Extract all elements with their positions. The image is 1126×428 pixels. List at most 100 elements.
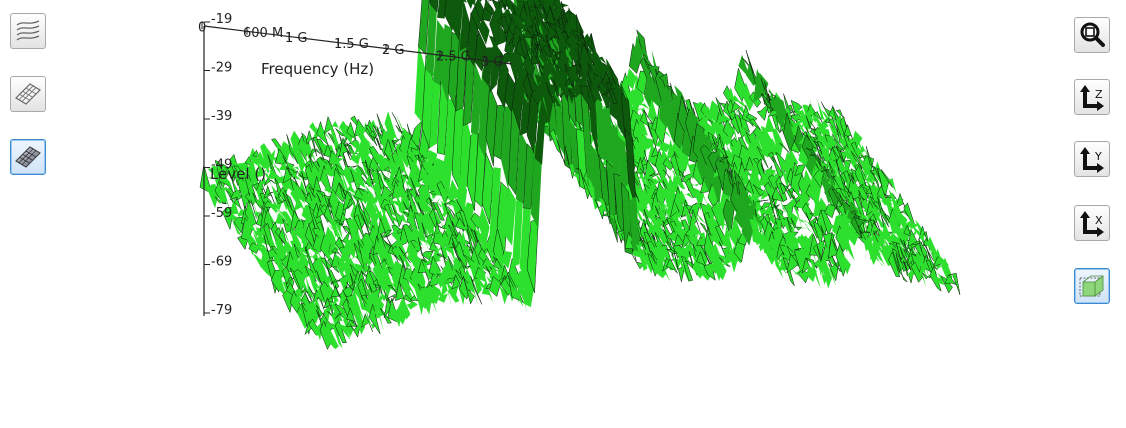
surface-facet <box>452 0 464 43</box>
surface-facet <box>451 266 464 288</box>
surface-facet <box>402 282 415 302</box>
view-y-button[interactable]: Y <box>1074 141 1110 177</box>
surface-facet <box>466 275 479 306</box>
surface-facet <box>640 133 652 150</box>
surface-facet <box>764 115 776 134</box>
surface-facet <box>677 144 690 172</box>
surface-facet <box>275 271 287 295</box>
wireframe-mode-button[interactable] <box>10 76 46 112</box>
surface-facet <box>365 175 377 202</box>
surface-facet <box>734 105 746 116</box>
x-tick-label: 600 M <box>243 26 283 41</box>
surface-facet <box>376 286 388 301</box>
surface-facet <box>467 0 476 6</box>
surface-facet <box>376 294 388 305</box>
surface-facet <box>918 260 930 281</box>
surface-facet <box>470 263 482 295</box>
surface-facet <box>647 197 659 220</box>
surface-facet <box>331 322 343 349</box>
surface-facet <box>790 198 802 229</box>
surface-facet <box>677 168 690 191</box>
surface-facet <box>651 178 663 188</box>
surface-facet <box>474 29 487 73</box>
surface-facet <box>940 275 953 294</box>
surface-facet <box>459 231 471 262</box>
surface-facet <box>331 220 343 240</box>
surface-facet <box>444 98 456 172</box>
surface-facet <box>783 250 795 277</box>
surface-facet <box>489 167 501 238</box>
surface-facet <box>331 120 343 139</box>
view-z-button[interactable]: Z <box>1074 79 1110 115</box>
surface-facet <box>557 71 569 87</box>
surface-facet <box>361 189 373 206</box>
surface-facet <box>564 85 576 104</box>
surface-facet <box>850 215 863 239</box>
x-tick-label: 0 <box>198 20 206 35</box>
view-x-button[interactable]: X <box>1074 205 1110 241</box>
surface-facet <box>794 117 806 135</box>
surface-facet <box>813 159 825 188</box>
z-tick-label: -49 <box>211 158 232 173</box>
surface-facet <box>395 192 407 211</box>
surface-facet <box>267 168 279 189</box>
surface-facet <box>591 63 603 83</box>
surface-facet <box>418 212 430 239</box>
surface-facet <box>858 214 870 224</box>
surface-facet <box>459 257 472 270</box>
surface-facet <box>546 0 558 19</box>
surface-facet <box>583 56 595 68</box>
surface-facet <box>666 231 678 243</box>
surface-facet <box>312 289 325 310</box>
z-axis-ticks: -19 -29 -39 -49 -59 -69 -79 <box>204 12 232 318</box>
surface-facet <box>880 169 893 188</box>
shaded-surface-icon <box>15 146 41 168</box>
surface-facet <box>256 160 268 178</box>
surface-facet <box>455 0 468 6</box>
surface-facet <box>350 197 362 209</box>
bounding-box-button[interactable] <box>1074 268 1110 304</box>
surface-facet <box>786 253 799 274</box>
contour-mode-button[interactable] <box>10 13 46 49</box>
surface-facet <box>338 302 351 329</box>
surface-facet <box>335 222 347 254</box>
surface-facet <box>760 205 772 233</box>
view-z-label: Z <box>1095 88 1103 101</box>
surface-facet <box>817 171 829 180</box>
surface-facet <box>324 145 336 159</box>
axis-z-view-icon: Z <box>1080 85 1104 111</box>
surface-facet <box>452 214 464 240</box>
z-tick-label: -19 <box>211 12 232 27</box>
shaded-mode-button[interactable] <box>10 139 46 175</box>
surface-facet <box>703 262 716 281</box>
surface-facet <box>342 318 354 338</box>
surface-facet <box>828 123 840 146</box>
surface-facet <box>854 217 867 228</box>
surface-facet <box>594 83 607 103</box>
zoom-button[interactable] <box>1074 17 1110 53</box>
surface-facet <box>388 133 400 143</box>
surface-facet <box>512 193 524 268</box>
surface-facet <box>655 139 667 151</box>
surface-facet <box>779 163 791 188</box>
surface-facet <box>515 283 528 314</box>
surface-facet <box>918 254 930 280</box>
surface-facet <box>719 139 731 143</box>
surface-facet <box>591 80 603 102</box>
surface-facet <box>271 138 284 151</box>
surface-facet <box>425 0 438 77</box>
surface-facet <box>542 68 554 99</box>
surface-facet <box>369 119 381 137</box>
surface-facet <box>892 209 904 227</box>
surface-facet <box>271 202 283 216</box>
surface-facet <box>730 139 742 161</box>
surface-facet <box>395 145 407 176</box>
surface-facet <box>738 101 750 112</box>
x-tick-label: 2 G <box>382 43 404 58</box>
surface-facet <box>598 89 610 107</box>
surface-facet <box>877 228 889 259</box>
surface-facet <box>399 188 411 212</box>
surface-facet <box>741 181 753 205</box>
surface-facet <box>820 257 832 289</box>
